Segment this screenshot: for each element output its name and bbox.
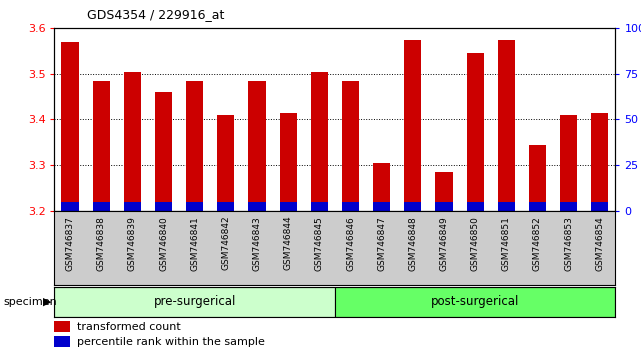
Text: GSM746846: GSM746846 xyxy=(346,216,355,270)
Text: post-surgerical: post-surgerical xyxy=(431,295,519,308)
Text: GSM746838: GSM746838 xyxy=(97,216,106,271)
Bar xyxy=(186,202,203,211)
Text: GSM746845: GSM746845 xyxy=(315,216,324,270)
Text: transformed count: transformed count xyxy=(77,321,181,332)
Text: ▶: ▶ xyxy=(43,297,51,307)
Text: GSM746853: GSM746853 xyxy=(564,216,573,271)
Bar xyxy=(93,81,110,211)
Bar xyxy=(435,172,453,211)
Text: GSM746839: GSM746839 xyxy=(128,216,137,271)
Bar xyxy=(311,202,328,211)
Bar xyxy=(93,202,110,211)
Bar xyxy=(435,202,453,211)
Text: GSM746852: GSM746852 xyxy=(533,216,542,270)
Bar xyxy=(591,202,608,211)
Bar xyxy=(404,202,421,211)
Bar xyxy=(217,115,235,211)
Text: pre-surgerical: pre-surgerical xyxy=(153,295,236,308)
Text: GSM746843: GSM746843 xyxy=(253,216,262,270)
Bar xyxy=(124,72,141,211)
Bar xyxy=(529,144,546,211)
Text: GSM746851: GSM746851 xyxy=(502,216,511,271)
Text: GSM746842: GSM746842 xyxy=(221,216,230,270)
Bar xyxy=(560,202,577,211)
Text: GSM746841: GSM746841 xyxy=(190,216,199,270)
Text: GSM746837: GSM746837 xyxy=(65,216,74,271)
Bar xyxy=(497,40,515,211)
Bar xyxy=(404,40,421,211)
Bar xyxy=(62,202,79,211)
Bar xyxy=(342,81,359,211)
Bar xyxy=(279,113,297,211)
Bar xyxy=(342,202,359,211)
Bar xyxy=(186,81,203,211)
Bar xyxy=(155,92,172,211)
Bar xyxy=(335,287,615,317)
Bar xyxy=(373,202,390,211)
Bar xyxy=(591,113,608,211)
Text: specimen: specimen xyxy=(3,297,57,307)
Bar xyxy=(311,72,328,211)
Bar xyxy=(54,321,71,332)
Bar xyxy=(54,287,335,317)
Bar xyxy=(279,202,297,211)
Text: GSM746844: GSM746844 xyxy=(284,216,293,270)
Bar xyxy=(249,202,265,211)
Bar xyxy=(373,163,390,211)
Text: GSM746849: GSM746849 xyxy=(440,216,449,270)
Bar xyxy=(155,202,172,211)
Text: GSM746854: GSM746854 xyxy=(595,216,604,270)
Bar xyxy=(217,202,235,211)
Bar xyxy=(54,336,71,347)
Text: GSM746847: GSM746847 xyxy=(377,216,386,270)
Bar xyxy=(497,202,515,211)
Bar xyxy=(249,81,265,211)
Text: GSM746840: GSM746840 xyxy=(159,216,168,270)
Bar xyxy=(467,53,484,211)
Bar xyxy=(560,115,577,211)
Bar xyxy=(529,202,546,211)
Text: percentile rank within the sample: percentile rank within the sample xyxy=(77,337,265,347)
Bar xyxy=(62,42,79,211)
Bar xyxy=(467,202,484,211)
Text: GSM746850: GSM746850 xyxy=(470,216,479,271)
Bar xyxy=(124,202,141,211)
Text: GDS4354 / 229916_at: GDS4354 / 229916_at xyxy=(87,8,224,21)
Text: GSM746848: GSM746848 xyxy=(408,216,417,270)
